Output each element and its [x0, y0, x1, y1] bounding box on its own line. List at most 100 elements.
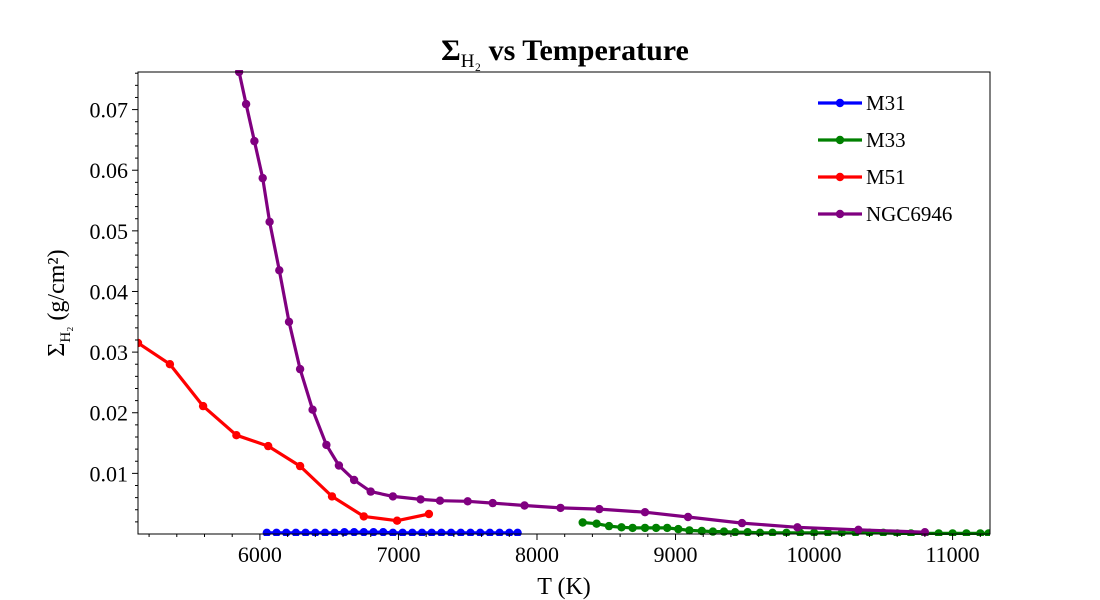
y-tick-label: 0.05 [90, 219, 129, 244]
data-point-m33 [768, 528, 777, 536]
data-point-ngc6946 [334, 461, 344, 470]
data-point-m51 [424, 509, 434, 519]
legend-item-m33: M33 [818, 128, 906, 152]
series-line-m51 [138, 341, 430, 523]
data-point-m31 [388, 528, 398, 536]
data-point-ngc6946 [284, 317, 294, 326]
chart-title: ΣH₂ vs Temperature [441, 34, 689, 72]
x-tick-label: 7000 [376, 542, 420, 567]
data-point-m33 [578, 518, 587, 527]
data-point-ngc6946 [793, 523, 802, 532]
data-point-ngc6946 [595, 504, 604, 514]
data-point-m33 [719, 527, 729, 536]
y-tick-label: 0.01 [90, 461, 129, 486]
x-tick-label: 9000 [654, 542, 698, 567]
data-point-ngc6946 [265, 217, 274, 226]
data-point-m33 [934, 529, 943, 536]
data-point-m33 [663, 523, 672, 533]
data-point-m31 [359, 528, 368, 536]
data-point-m33 [743, 528, 752, 536]
data-point-m51 [264, 441, 273, 451]
data-point-m51 [165, 360, 175, 369]
series-m31 [262, 528, 522, 536]
x-axis-label: T (K) [537, 574, 591, 600]
y-tick-label: 0.07 [90, 98, 129, 123]
data-point-ngc6946 [556, 503, 565, 513]
series-ngc6946 [234, 70, 930, 536]
data-point-ngc6946 [322, 440, 331, 450]
legend-item-ngc6946: NGC6946 [818, 202, 952, 226]
data-point-m31 [330, 528, 339, 536]
data-point-ngc6946 [366, 487, 375, 496]
data-point-m51 [232, 431, 241, 440]
y-tick-label: 0.06 [90, 158, 129, 183]
data-point-m31 [427, 528, 436, 536]
y-axis-label-unit: (g/cm²) [44, 249, 70, 326]
data-point-m51 [138, 338, 143, 348]
data-point-m33 [592, 519, 601, 528]
data-point-m33 [984, 529, 990, 536]
plot-area [138, 70, 990, 536]
data-point-m51 [327, 492, 337, 501]
data-point-m33 [730, 528, 740, 536]
data-point-m33 [651, 523, 661, 533]
chart-title-prefix: Σ [441, 34, 461, 67]
x-tick-label: 11000 [926, 542, 980, 567]
data-point-ngc6946 [388, 492, 398, 501]
data-point-m33 [674, 524, 683, 534]
data-point-ngc6946 [463, 497, 472, 506]
data-point-m33 [708, 527, 718, 536]
data-point-ngc6946 [349, 475, 359, 485]
legend-label: NGC6946 [866, 202, 952, 226]
data-point-m33 [628, 523, 637, 533]
y-tick-label: 0.02 [90, 401, 129, 426]
data-point-m31 [485, 528, 495, 536]
data-point-m31 [291, 528, 301, 536]
data-point-ngc6946 [854, 525, 863, 534]
data-point-m51 [392, 516, 402, 525]
data-point-m33 [617, 523, 626, 532]
data-point-m31 [408, 528, 417, 536]
data-point-m31 [495, 528, 504, 536]
data-point-m31 [340, 528, 349, 536]
legend-swatch-marker [835, 209, 845, 219]
data-point-m33 [604, 521, 614, 531]
data-point-m51 [198, 401, 208, 411]
data-point-ngc6946 [308, 405, 317, 414]
data-point-m31 [417, 528, 427, 536]
data-point-m31 [513, 528, 522, 536]
legend-item-m51: M51 [818, 165, 906, 189]
legend-label: M51 [866, 165, 906, 189]
y-axis: 0.01 0.02 0.03 0.04 0.05 0.06 0.07 [90, 72, 138, 523]
y-axis-label: ΣH₂ (g/cm²) [44, 249, 74, 356]
y-axis-label-prefix: Σ [44, 343, 70, 357]
data-point-m31 [301, 528, 310, 536]
legend: M31 M33 M51 NGC6946 [818, 91, 952, 226]
data-point-m33 [962, 529, 971, 536]
chart-title-suffix: vs Temperature [481, 34, 689, 67]
data-point-m31 [320, 528, 330, 536]
legend-swatch-marker [835, 98, 845, 108]
legend-swatch-marker [835, 135, 845, 145]
data-point-ngc6946 [488, 498, 497, 508]
data-point-ngc6946 [640, 508, 650, 517]
data-point-m31 [466, 528, 475, 536]
data-point-m31 [272, 528, 281, 536]
legend-label: M33 [866, 128, 906, 152]
data-point-ngc6946 [250, 136, 259, 146]
data-point-m31 [398, 528, 407, 536]
y-axis-label-subscript: H₂ [58, 327, 74, 343]
data-point-ngc6946 [737, 518, 747, 528]
data-point-m33 [640, 523, 650, 533]
data-point-m31 [476, 528, 485, 536]
plot-frame [137, 71, 991, 535]
data-point-m31 [349, 528, 359, 536]
data-point-m33 [755, 528, 765, 536]
data-point-m31 [282, 528, 291, 536]
data-point-m31 [456, 528, 465, 536]
data-point-m51 [295, 461, 305, 471]
data-point-m31 [379, 528, 388, 536]
x-tick-label: 6000 [238, 542, 282, 567]
data-point-ngc6946 [520, 501, 529, 510]
